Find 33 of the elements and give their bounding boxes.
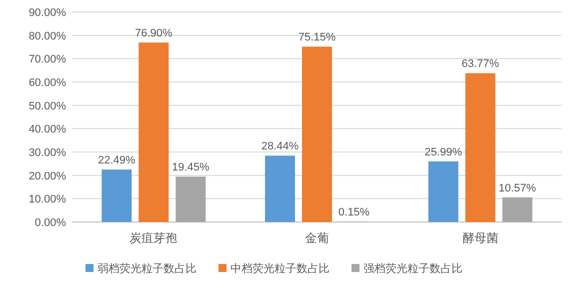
y-tick-label: 90.00% [28, 7, 66, 19]
y-tick-label: 40.00% [28, 124, 66, 136]
bar [138, 42, 169, 222]
bar [465, 73, 496, 222]
legend-label: 弱档荧光粒子数占比 [98, 262, 196, 275]
data-label: 76.90% [135, 28, 173, 40]
bar [502, 197, 532, 222]
bar [176, 176, 206, 222]
bar [302, 46, 332, 222]
bar [265, 156, 295, 222]
data-label: 0.15% [338, 206, 370, 219]
data-label: 75.15% [298, 32, 336, 44]
data-label: 28.44% [261, 140, 299, 153]
data-label: 19.45% [172, 162, 210, 174]
x-tick-label: 金葡 [305, 231, 329, 245]
bar [102, 170, 132, 222]
data-label: 22.49% [98, 154, 136, 167]
y-tick-label: 0.00% [34, 217, 66, 229]
y-tick-label: 60.00% [28, 77, 66, 89]
legend-label: 强档荧光粒子数占比 [364, 262, 462, 275]
y-tick-label: 50.00% [28, 100, 66, 112]
y-tick-label: 10.00% [28, 194, 66, 206]
x-tick-label: 酵母菌 [462, 231, 498, 245]
data-label: 10.57% [498, 182, 536, 194]
y-tick-label: 30.00% [28, 147, 66, 159]
y-tick-label: 70.00% [28, 54, 66, 66]
y-tick-label: 80.00% [28, 30, 66, 42]
x-tick-label: 炭疽芽孢 [130, 231, 178, 245]
legend-label: 中档荧光粒子数占比 [230, 262, 330, 275]
bar [428, 161, 458, 222]
y-tick-label: 20.00% [28, 170, 66, 182]
data-label: 63.77% [462, 58, 500, 70]
data-label: 25.99% [424, 146, 462, 158]
